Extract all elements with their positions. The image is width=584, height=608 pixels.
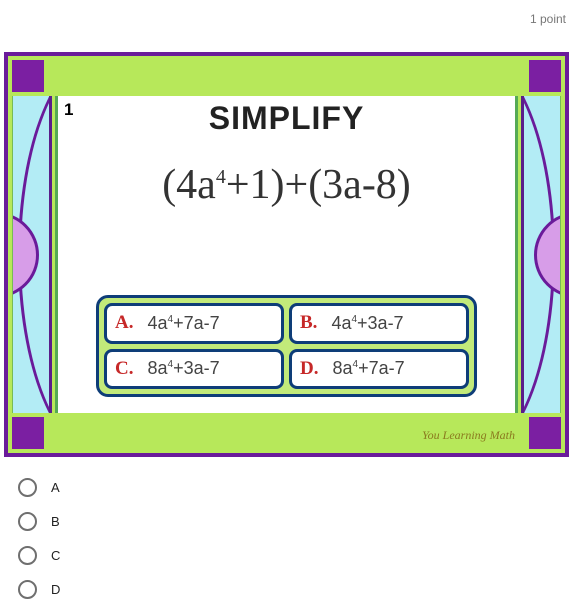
radio-circle-icon bbox=[18, 546, 37, 565]
corner-decor bbox=[529, 417, 561, 449]
question-card: 1 SIMPLIFY (4a4+1)+(3a-8) A. 4a4+7a-7 B.… bbox=[4, 52, 569, 457]
answer-text: 4a4+3a-7 bbox=[331, 313, 403, 334]
answer-label: D. bbox=[300, 358, 318, 380]
question-expression: (4a4+1)+(3a-8) bbox=[58, 137, 515, 209]
question-number: 1 bbox=[64, 100, 73, 120]
answer-label: C. bbox=[115, 358, 133, 380]
radio-circle-icon bbox=[18, 580, 37, 599]
answer-label: A. bbox=[115, 312, 133, 334]
side-decor-right bbox=[521, 96, 561, 413]
radio-option-c[interactable]: C bbox=[18, 538, 60, 572]
answer-option-d: D. 8a4+7a-7 bbox=[289, 349, 469, 390]
side-decor-left bbox=[12, 96, 52, 413]
answer-text: 4a4+7a-7 bbox=[147, 313, 219, 334]
radio-option-d[interactable]: D bbox=[18, 572, 60, 606]
credit-text: You Learning Math bbox=[422, 428, 515, 443]
radio-option-b[interactable]: B bbox=[18, 504, 60, 538]
question-panel: 1 SIMPLIFY (4a4+1)+(3a-8) A. 4a4+7a-7 B.… bbox=[55, 96, 518, 413]
answer-option-a: A. 4a4+7a-7 bbox=[104, 303, 284, 344]
radio-circle-icon bbox=[18, 478, 37, 497]
corner-decor bbox=[12, 417, 44, 449]
answers-frame: A. 4a4+7a-7 B. 4a4+3a-7 C. 8a4+3a-7 D. 8… bbox=[96, 295, 477, 397]
question-title: SIMPLIFY bbox=[58, 96, 515, 137]
corner-decor bbox=[12, 60, 44, 92]
radio-label: D bbox=[51, 582, 60, 597]
radio-label: C bbox=[51, 548, 60, 563]
radio-label: B bbox=[51, 514, 60, 529]
answer-option-c: C. 8a4+3a-7 bbox=[104, 349, 284, 390]
corner-decor bbox=[529, 60, 561, 92]
answer-text: 8a4+3a-7 bbox=[147, 358, 219, 379]
radio-option-a[interactable]: A bbox=[18, 470, 60, 504]
points-label: 1 point bbox=[530, 12, 566, 26]
answer-option-b: B. 4a4+3a-7 bbox=[289, 303, 469, 344]
radio-circle-icon bbox=[18, 512, 37, 531]
radio-label: A bbox=[51, 480, 60, 495]
radio-group: A B C D bbox=[18, 470, 60, 606]
answer-label: B. bbox=[300, 312, 317, 334]
answer-text: 8a4+7a-7 bbox=[332, 358, 404, 379]
